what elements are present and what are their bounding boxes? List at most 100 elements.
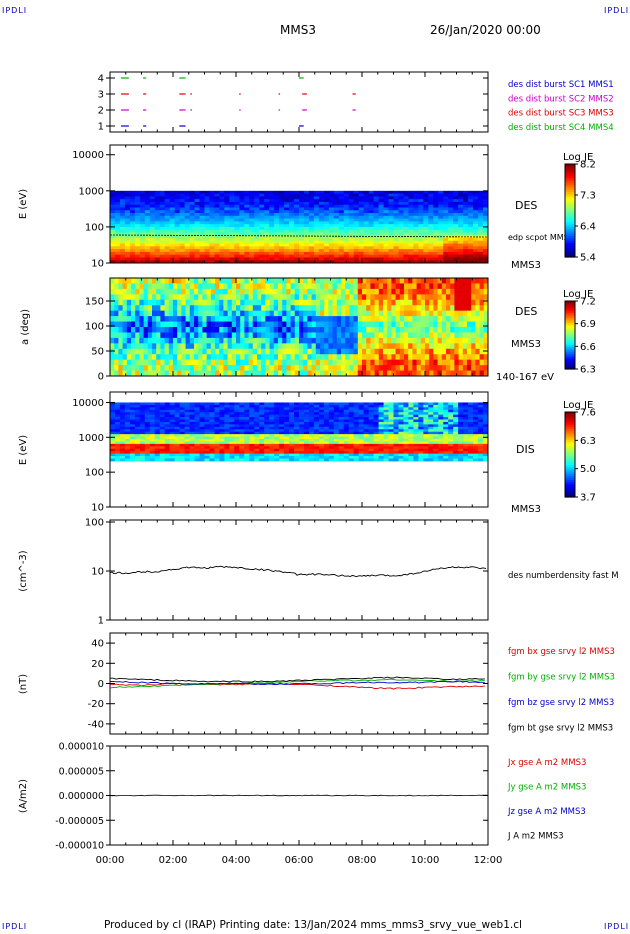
des-pitch-cell — [320, 316, 325, 323]
des-energy-cell — [114, 201, 121, 206]
des-energy-cell — [383, 257, 390, 261]
des-energy-cell — [159, 251, 166, 256]
dis-energy-cell — [323, 453, 330, 457]
des-pitch-cell — [483, 294, 489, 301]
des-pitch-cell — [198, 305, 203, 312]
dis-energy-cell — [144, 402, 151, 406]
des-pitch-cell — [425, 321, 430, 328]
dis-energy-cell — [234, 402, 240, 406]
des-energy-cell — [154, 193, 161, 197]
des-energy-cell — [129, 196, 136, 200]
des-energy-cell — [478, 243, 484, 247]
dis-energy-cell — [254, 419, 260, 423]
des-pitch-cell — [164, 359, 170, 366]
des-pitch-cell — [198, 294, 203, 301]
des-energy-cell — [333, 193, 340, 197]
des-pitch-cell — [307, 354, 313, 361]
des-pitch-cell — [479, 316, 485, 323]
des-pitch-cell — [441, 370, 447, 377]
des-pitch-cell — [248, 337, 254, 344]
des-pitch-cell — [479, 354, 485, 361]
des-energy-cell — [403, 226, 409, 231]
dis-energy-cell — [254, 436, 260, 440]
dis-energy-cell — [254, 456, 260, 459]
des-pitch-cell — [215, 310, 220, 317]
dis-energy-cell — [264, 424, 270, 428]
des-energy-cell — [114, 232, 121, 236]
dis-energy-cell — [199, 404, 205, 408]
des-energy-cell — [229, 232, 235, 236]
des-energy-cell — [129, 249, 136, 253]
dis-energy-cell — [264, 438, 270, 442]
dis-energy-cell — [249, 446, 255, 450]
des-pitch-cell — [454, 321, 460, 328]
dis-energy-cell — [259, 421, 265, 425]
dis-energy-cell — [229, 438, 235, 442]
des-energy-cell — [468, 229, 474, 233]
des-energy-cell — [363, 207, 370, 211]
des-pitch-cell — [223, 348, 229, 355]
des-energy-cell — [373, 249, 380, 253]
des-energy-cell — [383, 218, 390, 222]
des-pitch-cell — [349, 348, 355, 355]
dis-energy-cell — [289, 426, 295, 430]
des-pitch-cell — [286, 359, 292, 366]
des-pitch-cell — [210, 288, 216, 295]
dis-energy-cell — [219, 409, 225, 413]
des-energy-cell — [403, 193, 409, 197]
dis-energy-cell — [154, 451, 161, 455]
des-pitch-cell — [395, 343, 401, 350]
dis-energy-cell — [110, 431, 116, 435]
des-energy-cell — [284, 196, 290, 200]
des-pitch-cell — [110, 327, 115, 333]
dis-energy-cell — [313, 434, 320, 438]
des-pitch-cell — [404, 370, 409, 377]
des-energy-cell — [179, 201, 186, 206]
des-energy-cell — [184, 221, 191, 225]
des-pitch-cell — [420, 321, 426, 328]
dis-energy-cell — [204, 431, 210, 435]
des-energy-colorbar-cell — [565, 208, 575, 212]
des-pitch-cell — [391, 316, 397, 323]
des-energy-cell — [294, 238, 300, 242]
dis-energy-cell — [224, 443, 230, 447]
dis-energy-cell — [119, 421, 126, 425]
des-energy-cell — [403, 240, 409, 245]
des-pitch-cell — [315, 370, 321, 377]
des-pitch-cell — [378, 294, 384, 301]
des-energy-cell — [343, 254, 350, 258]
dis-energy-cell — [194, 451, 201, 455]
des-pitch-cell — [412, 283, 418, 290]
des-energy-cell — [264, 204, 270, 208]
des-pitch-cell — [320, 283, 325, 290]
des-pitch-cell — [273, 337, 279, 344]
des-pitch-cell — [147, 348, 153, 355]
des-energy-cell — [328, 196, 335, 200]
dis-energy-cell — [303, 443, 310, 447]
des-energy-cell — [468, 251, 474, 256]
des-energy-cell — [318, 240, 325, 245]
des-pitch-cell — [143, 365, 149, 372]
des-pitch-cell — [164, 337, 170, 344]
des-pitch-cell — [244, 332, 250, 339]
des-energy-cell — [378, 196, 385, 200]
dis-energy-cell — [289, 456, 295, 459]
des-energy-cell — [348, 196, 355, 200]
dis-energy-cell — [244, 414, 250, 418]
des-energy-cell — [303, 254, 310, 258]
des-pitch-cell — [416, 370, 422, 377]
des-pitch-cell — [135, 278, 140, 284]
dis-energy-cell — [199, 417, 205, 421]
dis-energy-cell — [308, 429, 315, 433]
des-pitch-cell — [429, 332, 434, 339]
dis-energy-cell — [254, 458, 260, 462]
des-pitch-cell — [122, 288, 128, 295]
dis-energy-cell — [129, 438, 136, 442]
des-pitch-cell — [248, 354, 254, 361]
dis-energy-cell — [274, 424, 280, 428]
dis-energy-cell — [249, 419, 255, 423]
dis-energy-cell — [194, 412, 201, 416]
dis-energy-cell — [124, 424, 131, 428]
des-pitch-cell — [194, 310, 199, 317]
des-energy-cell — [483, 254, 489, 258]
